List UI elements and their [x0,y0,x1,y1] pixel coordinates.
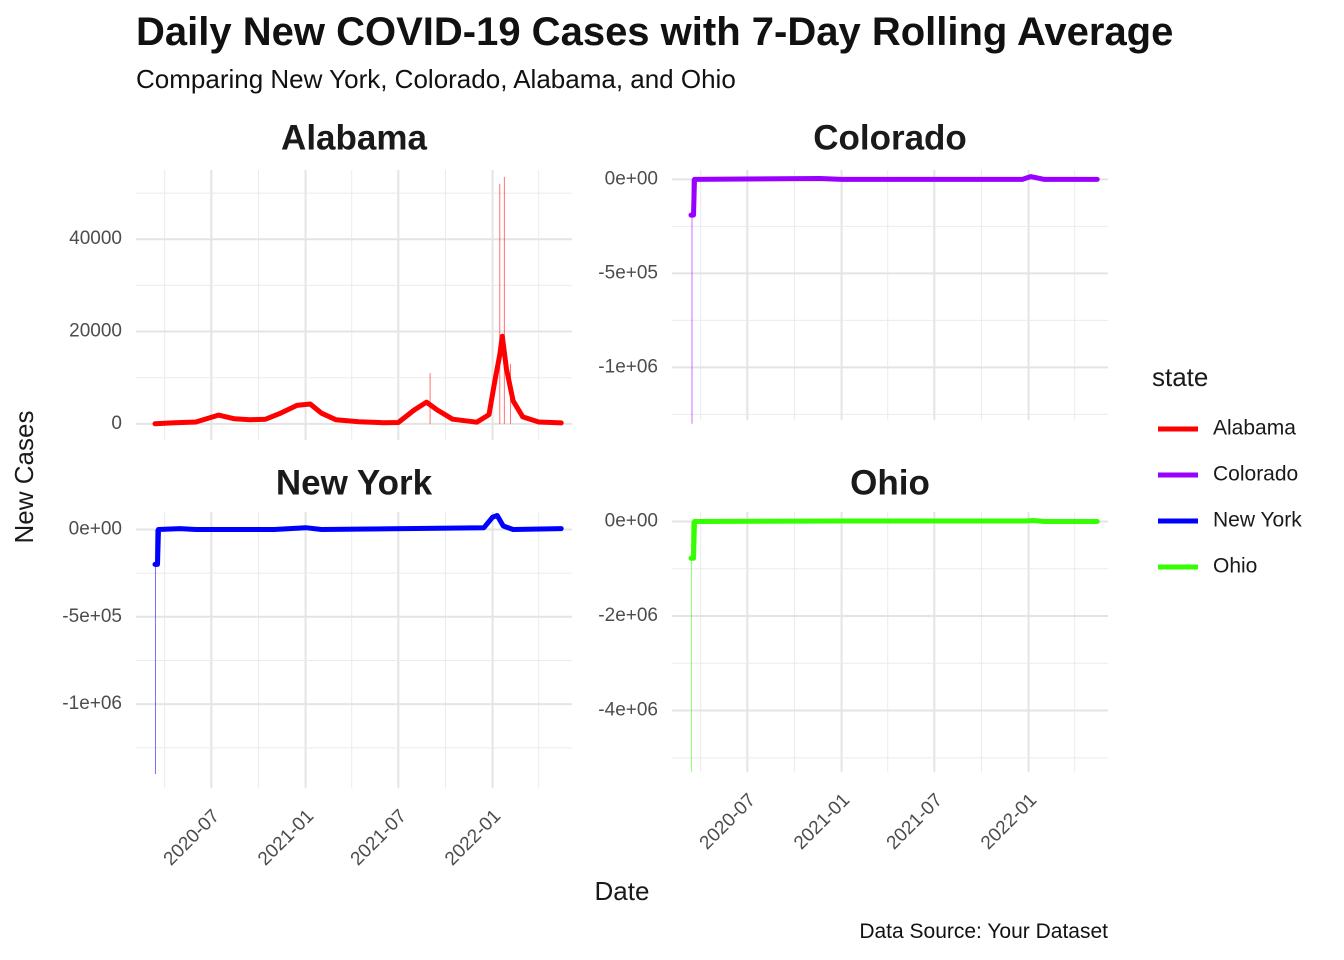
legend-label-new-york: New York [1213,509,1302,532]
rolling-average-line-new-york [152,513,564,567]
x-tick-label: 2021-07 [883,790,947,854]
y-tick-label: 0e+00 [605,168,658,189]
y-axis-title: New Cases [9,411,39,544]
y-tick-label: -1e+06 [62,693,122,714]
rolling-average-line-alabama [152,333,564,427]
chart-caption: Data Source: Your Dataset [859,920,1108,943]
legend-label-colorado: Colorado [1213,463,1298,486]
rolling-average-line-colorado [688,174,1100,218]
x-tick-label: 2021-01 [790,790,854,854]
y-tick-label: -5e+05 [62,606,122,627]
x-tick-label: 2021-07 [347,806,411,870]
chart-subtitle: Comparing New York, Colorado, Alabama, a… [136,64,736,94]
chart-title: Daily New COVID-19 Cases with 7-Day Roll… [136,10,1174,54]
x-axis-title: Date [595,876,650,906]
y-tick-label: 0e+00 [69,518,122,539]
panel-title-ohio: Ohio [850,463,930,502]
x-tick-label: 2021-01 [254,806,318,870]
legend-title: state [1152,362,1208,392]
y-tick-label: -4e+06 [598,700,658,721]
legend-label-ohio: Ohio [1213,555,1257,578]
y-tick-label: 0 [111,413,122,434]
y-tick-label: -1e+06 [598,356,658,377]
y-tick-label: 20000 [69,321,122,342]
panel-title-colorado: Colorado [813,118,967,157]
x-tick-label: 2020-07 [696,790,760,854]
y-tick-label: -5e+05 [598,262,658,283]
panel-title-new-york: New York [276,463,433,502]
x-tick-label: 2022-01 [441,806,505,870]
rolling-average-line-ohio [688,518,1100,561]
x-tick-label: 2022-01 [977,790,1041,854]
panel-title-alabama: Alabama [281,118,427,157]
y-tick-label: -2e+06 [598,605,658,626]
y-tick-label: 40000 [69,228,122,249]
x-tick-label: 2020-07 [160,806,224,870]
y-tick-label: 0e+00 [605,510,658,531]
legend-label-alabama: Alabama [1213,417,1296,440]
